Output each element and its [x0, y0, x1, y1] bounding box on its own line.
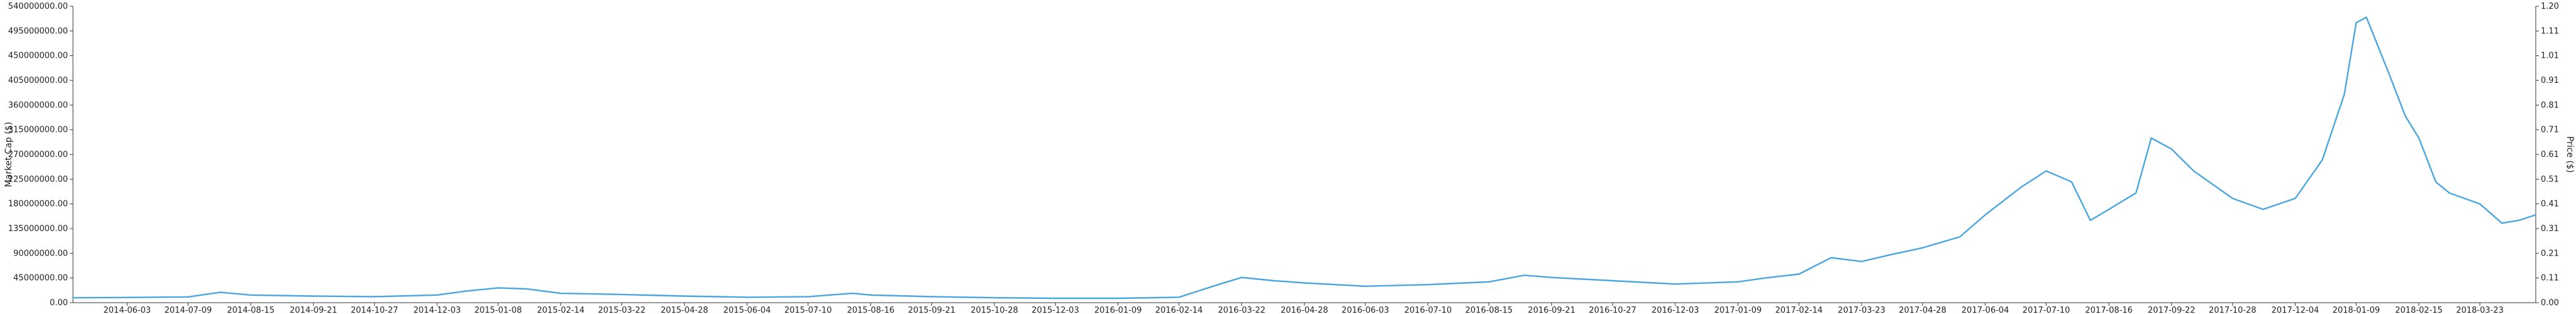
x-tick-label: 2014-09-21: [290, 306, 338, 314]
x-tick-label: 2016-08-15: [1465, 306, 1513, 314]
right-tick-label: 0.71: [2541, 126, 2559, 135]
left-tick-label: 0.00: [50, 298, 68, 308]
x-tick-label: 2017-03-23: [1838, 306, 1885, 314]
x-tick-label: 2016-01-09: [1094, 306, 1142, 314]
x-tick-label: 2017-02-14: [1775, 306, 1823, 314]
right-tick-label: 0.31: [2541, 224, 2559, 234]
x-tick-label: 2016-03-22: [1218, 306, 1266, 314]
x-tick-label: 2014-08-15: [227, 306, 275, 314]
x-tick-label: 2015-01-08: [474, 306, 522, 314]
left-tick-label: 45000000.00: [13, 274, 68, 283]
x-tick-label: 2018-02-15: [2395, 306, 2443, 314]
x-tick-label: 2015-06-04: [723, 306, 771, 314]
x-tick-label: 2014-07-09: [164, 306, 212, 314]
right-tick-label: 0.91: [2541, 76, 2559, 85]
left-tick-label: 540000000.00: [8, 2, 68, 11]
right-tick-label: 0.00: [2541, 298, 2559, 308]
x-tick-label: 2015-12-03: [1031, 306, 1079, 314]
left-tick-label: 90000000.00: [13, 249, 68, 258]
left-tick-label: 180000000.00: [8, 200, 68, 209]
series-line: [73, 18, 2536, 299]
x-tick-label: 2016-06-03: [1341, 306, 1389, 314]
x-tick-label: 2016-09-21: [1528, 306, 1575, 314]
left-tick-label: 495000000.00: [8, 26, 68, 36]
left-axis-title: Market Cap ($): [4, 122, 14, 187]
x-tick-label: 2016-04-28: [1280, 306, 1328, 314]
left-tick-label: 270000000.00: [8, 150, 68, 160]
x-tick-label: 2017-01-09: [1714, 306, 1762, 314]
left-tick-label: 315000000.00: [8, 126, 68, 135]
right-tick-label: 1.11: [2541, 26, 2559, 36]
x-tick-label: 2017-08-16: [2085, 306, 2133, 314]
series-layer: [73, 17, 2536, 298]
x-tick-label: 2017-06-04: [1962, 306, 2009, 314]
right-tick-label: 1.20: [2541, 2, 2559, 11]
x-tick-label: 2015-07-10: [784, 306, 832, 314]
x-tick-label: 2015-08-16: [847, 306, 895, 314]
right-tick-label: 0.41: [2541, 200, 2559, 209]
x-tick-label: 2014-10-27: [351, 306, 399, 314]
right-axis-ticks: 0.00 0.11 0.21 0.31 0.41 0.51 0.61 0.71 0.81 0.91…: [2536, 2, 2559, 308]
left-axis-ticks: 0.00 45000000.00 90000000.00 135000000.00 18…: [8, 2, 73, 308]
x-tick-label: 2015-10-28: [970, 306, 1018, 314]
x-tick-label: 2017-04-28: [1899, 306, 1946, 314]
x-tick-label: 2018-03-23: [2456, 306, 2504, 314]
left-tick-label: 135000000.00: [8, 224, 68, 234]
x-tick-label: 2016-07-10: [1404, 306, 1452, 314]
x-tick-label: 2016-12-03: [1652, 306, 1699, 314]
right-tick-label: 0.21: [2541, 249, 2559, 258]
right-tick-label: 0.81: [2541, 100, 2559, 110]
x-tick-label: 2016-02-14: [1155, 306, 1203, 314]
right-tick-label: 0.61: [2541, 150, 2559, 160]
left-tick-label: 225000000.00: [8, 175, 68, 184]
x-tick-label: 2015-03-22: [598, 306, 646, 314]
left-tick-label: 360000000.00: [8, 100, 68, 110]
x-tick-label: 2017-09-22: [2148, 306, 2196, 314]
x-tick-label: 2015-04-28: [660, 306, 708, 314]
right-axis-title: Price ($): [2565, 136, 2575, 173]
x-tick-label: 2017-10-28: [2209, 306, 2257, 314]
x-tick-label: 2014-12-03: [413, 306, 461, 314]
x-tick-label: 2018-01-09: [2333, 306, 2380, 314]
left-tick-label: 450000000.00: [8, 51, 68, 61]
x-tick-label: 2016-10-27: [1589, 306, 1636, 314]
axes-group: [73, 6, 2536, 303]
right-tick-label: 0.51: [2541, 175, 2559, 184]
right-tick-label: 0.11: [2541, 274, 2559, 283]
x-tick-label: 2014-06-03: [103, 306, 151, 314]
x-axis-ticks: 2014-06-03 2014-07-09 2014-08-15 2014-09-21…: [103, 303, 2504, 314]
right-tick-label: 1.01: [2541, 51, 2559, 61]
x-tick-label: 2017-07-10: [2023, 306, 2070, 314]
x-tick-label: 2015-02-14: [537, 306, 585, 314]
x-tick-label: 2015-09-21: [908, 306, 956, 314]
x-tick-label: 2017-12-04: [2272, 306, 2319, 314]
left-tick-label: 405000000.00: [8, 76, 68, 85]
